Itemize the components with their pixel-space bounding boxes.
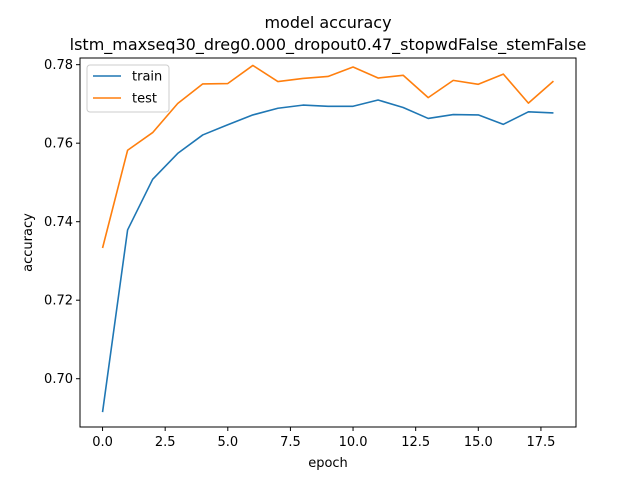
plot-frame bbox=[79, 57, 577, 428]
legend: train test bbox=[86, 64, 170, 113]
x-tick-label: 17.5 bbox=[526, 435, 555, 450]
plot-area bbox=[101, 64, 554, 413]
y-tick-label: 0.76 bbox=[44, 137, 73, 152]
y-tick-label: 0.72 bbox=[44, 294, 73, 309]
x-tick-label: 0.0 bbox=[92, 435, 113, 450]
x-tick-label: 15.0 bbox=[464, 435, 493, 450]
y-tick-label: 0.70 bbox=[44, 372, 73, 387]
x-tick-label: 7.5 bbox=[280, 435, 301, 450]
y-tick-label: 0.78 bbox=[44, 58, 73, 73]
x-tick-label: 12.5 bbox=[401, 435, 430, 450]
chart-title: model accuracy bbox=[264, 13, 391, 32]
x-axis-label: epoch bbox=[308, 456, 348, 471]
x-axis: 0.0 2.5 5.0 7.5 10.0 12.5 15.0 17.5 bbox=[92, 427, 555, 450]
series-line-train bbox=[101, 99, 554, 413]
y-tick-label: 0.74 bbox=[44, 215, 73, 230]
x-tick-label: 10.0 bbox=[339, 435, 368, 450]
legend-label-test: test bbox=[132, 92, 157, 107]
y-axis-label: accuracy bbox=[21, 213, 36, 272]
legend-label-train: train bbox=[132, 70, 162, 85]
x-tick-label: 5.0 bbox=[217, 435, 238, 450]
chart-subtitle: lstm_maxseq30_dreg0.000_dropout0.47_stop… bbox=[70, 35, 587, 55]
series-line-test bbox=[101, 64, 554, 249]
x-tick-label: 2.5 bbox=[155, 435, 176, 450]
y-axis: 0.70 0.72 0.74 0.76 0.78 bbox=[44, 58, 80, 387]
